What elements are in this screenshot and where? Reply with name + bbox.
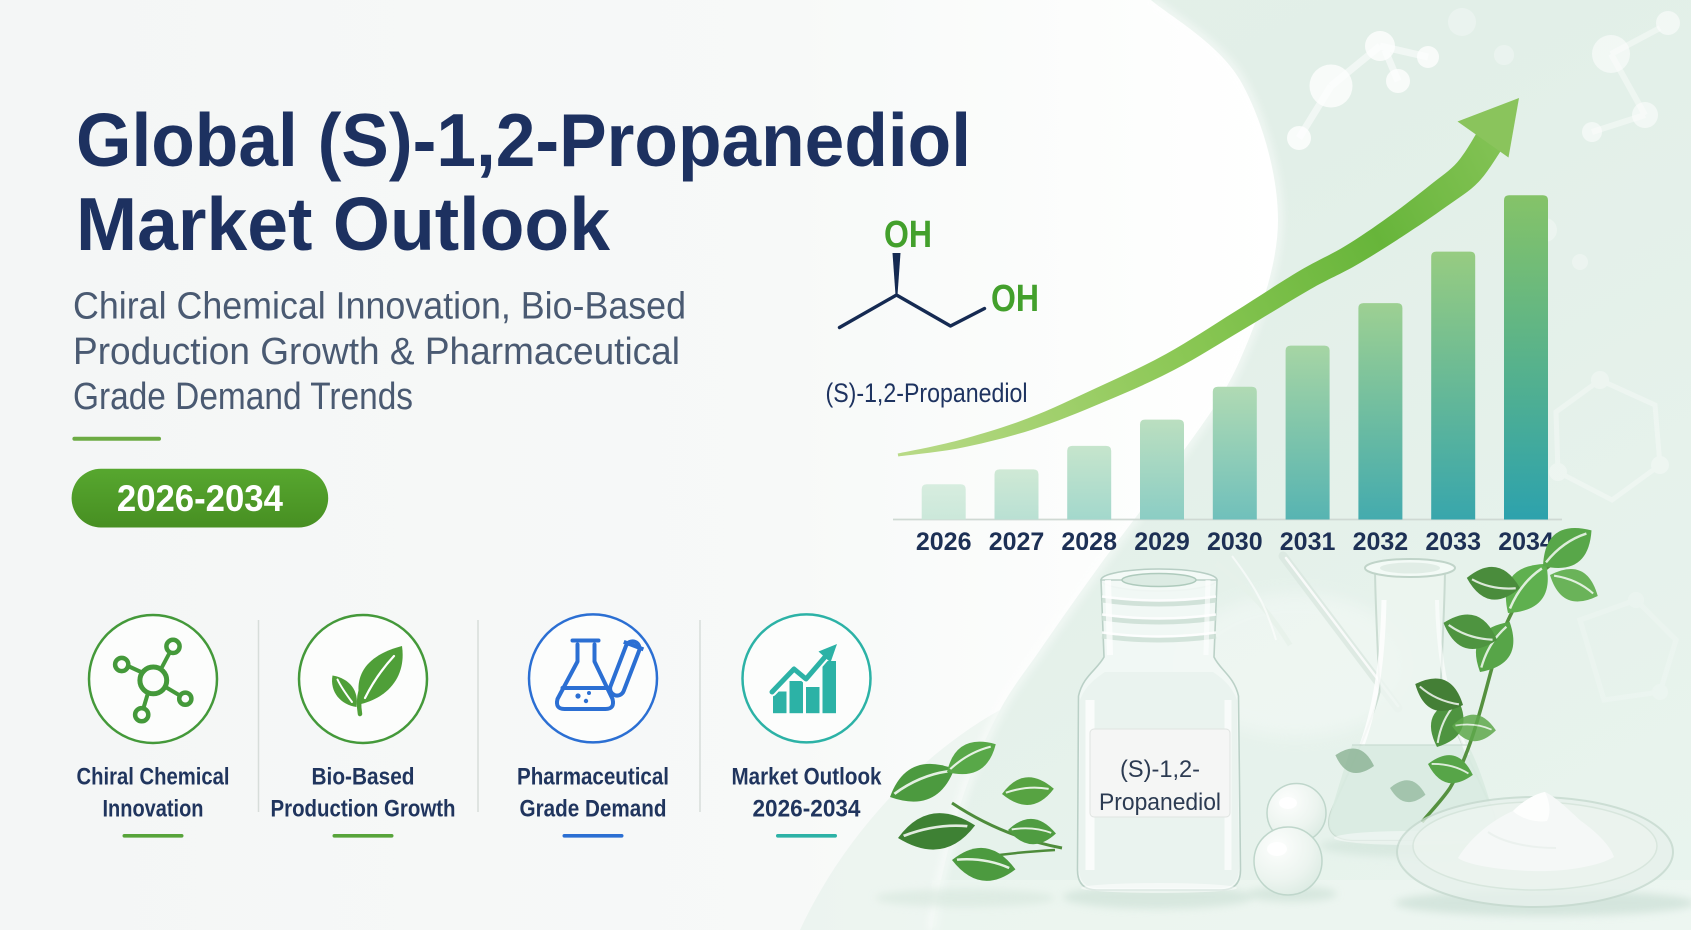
- svg-text:OH: OH: [991, 278, 1039, 320]
- svg-text:Market Outlook: Market Outlook: [76, 182, 610, 266]
- svg-text:Bio-Based: Bio-Based: [312, 764, 415, 791]
- svg-text:2034: 2034: [1498, 528, 1554, 556]
- svg-text:2028: 2028: [1061, 528, 1117, 556]
- svg-text:2026-2034: 2026-2034: [117, 478, 283, 519]
- svg-text:Production Growth & Pharmaceut: Production Growth & Pharmaceutical: [73, 331, 680, 373]
- svg-text:Propanediol: Propanediol: [1099, 789, 1221, 816]
- svg-text:Production Growth: Production Growth: [271, 796, 456, 823]
- svg-text:2031: 2031: [1280, 528, 1336, 556]
- svg-text:Global (S)-1,2-Propanediol: Global (S)-1,2-Propanediol: [76, 98, 971, 182]
- svg-text:Chiral Chemical: Chiral Chemical: [77, 764, 230, 791]
- svg-text:Chiral Chemical Innovation, Bi: Chiral Chemical Innovation, Bio-Based: [73, 286, 686, 328]
- svg-text:2029: 2029: [1134, 528, 1190, 556]
- svg-text:Market Outlook: Market Outlook: [732, 764, 883, 791]
- svg-text:2027: 2027: [989, 528, 1045, 556]
- svg-text:2026: 2026: [916, 528, 972, 556]
- svg-text:2030: 2030: [1207, 528, 1263, 556]
- svg-text:(S)-1,2-: (S)-1,2-: [1120, 756, 1200, 783]
- svg-text:(S)-1,2-Propanediol: (S)-1,2-Propanediol: [826, 378, 1028, 408]
- svg-text:Innovation: Innovation: [103, 796, 204, 823]
- svg-text:Grade Demand Trends: Grade Demand Trends: [73, 376, 413, 418]
- svg-text:2026-2034: 2026-2034: [753, 796, 862, 823]
- svg-text:Pharmaceutical: Pharmaceutical: [517, 764, 669, 791]
- svg-text:2032: 2032: [1353, 528, 1409, 556]
- svg-text:2033: 2033: [1425, 528, 1481, 556]
- svg-text:OH: OH: [884, 214, 932, 256]
- svg-text:Grade Demand: Grade Demand: [520, 796, 667, 823]
